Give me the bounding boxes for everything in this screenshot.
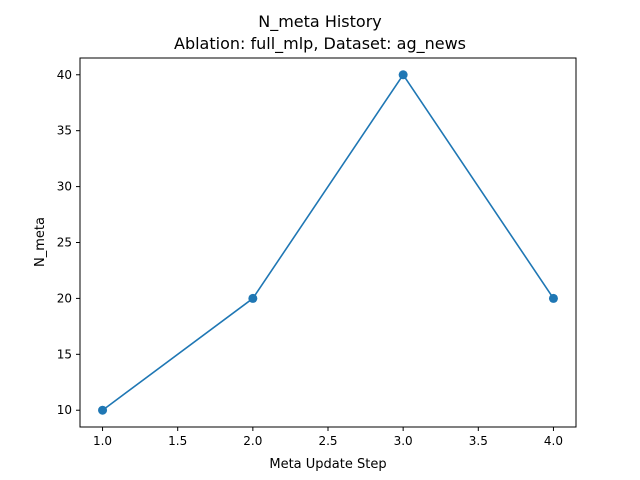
x-tick-label: 2.5 xyxy=(318,434,337,448)
y-tick-label: 40 xyxy=(57,68,72,82)
series-line xyxy=(102,73,555,411)
series-layer xyxy=(98,70,558,415)
y-tick-label: 15 xyxy=(57,347,72,361)
data-point xyxy=(248,293,258,303)
y-tick-label: 25 xyxy=(57,236,72,250)
x-axis-label: Meta Update Step xyxy=(269,457,386,472)
data-point xyxy=(98,405,108,415)
x-tick-label: 2.0 xyxy=(243,434,262,448)
data-point xyxy=(548,293,558,303)
y-tick-label: 10 xyxy=(57,403,72,417)
x-tick-label: 1.0 xyxy=(93,434,112,448)
y-axis-ticks: 10 15 20 25 30 35 40 xyxy=(57,68,80,417)
x-tick-label: 4.0 xyxy=(544,434,563,448)
y-tick-label: 30 xyxy=(57,180,72,194)
y-tick-label: 20 xyxy=(57,291,72,305)
chart-title: N_meta History xyxy=(258,12,381,32)
x-tick-label: 1.5 xyxy=(168,434,187,448)
plot-frame xyxy=(79,57,577,428)
chart-subtitle: Ablation: full_mlp, Dataset: ag_news xyxy=(174,34,466,54)
data-point xyxy=(398,70,408,80)
y-axis-label: N_meta xyxy=(33,217,48,267)
y-tick-label: 35 xyxy=(57,124,72,138)
x-tick-label: 3.5 xyxy=(469,434,488,448)
x-tick-label: 3.0 xyxy=(394,434,413,448)
x-axis-ticks: 1.0 1.5 2.0 2.5 3.0 3.5 4.0 xyxy=(93,427,563,448)
